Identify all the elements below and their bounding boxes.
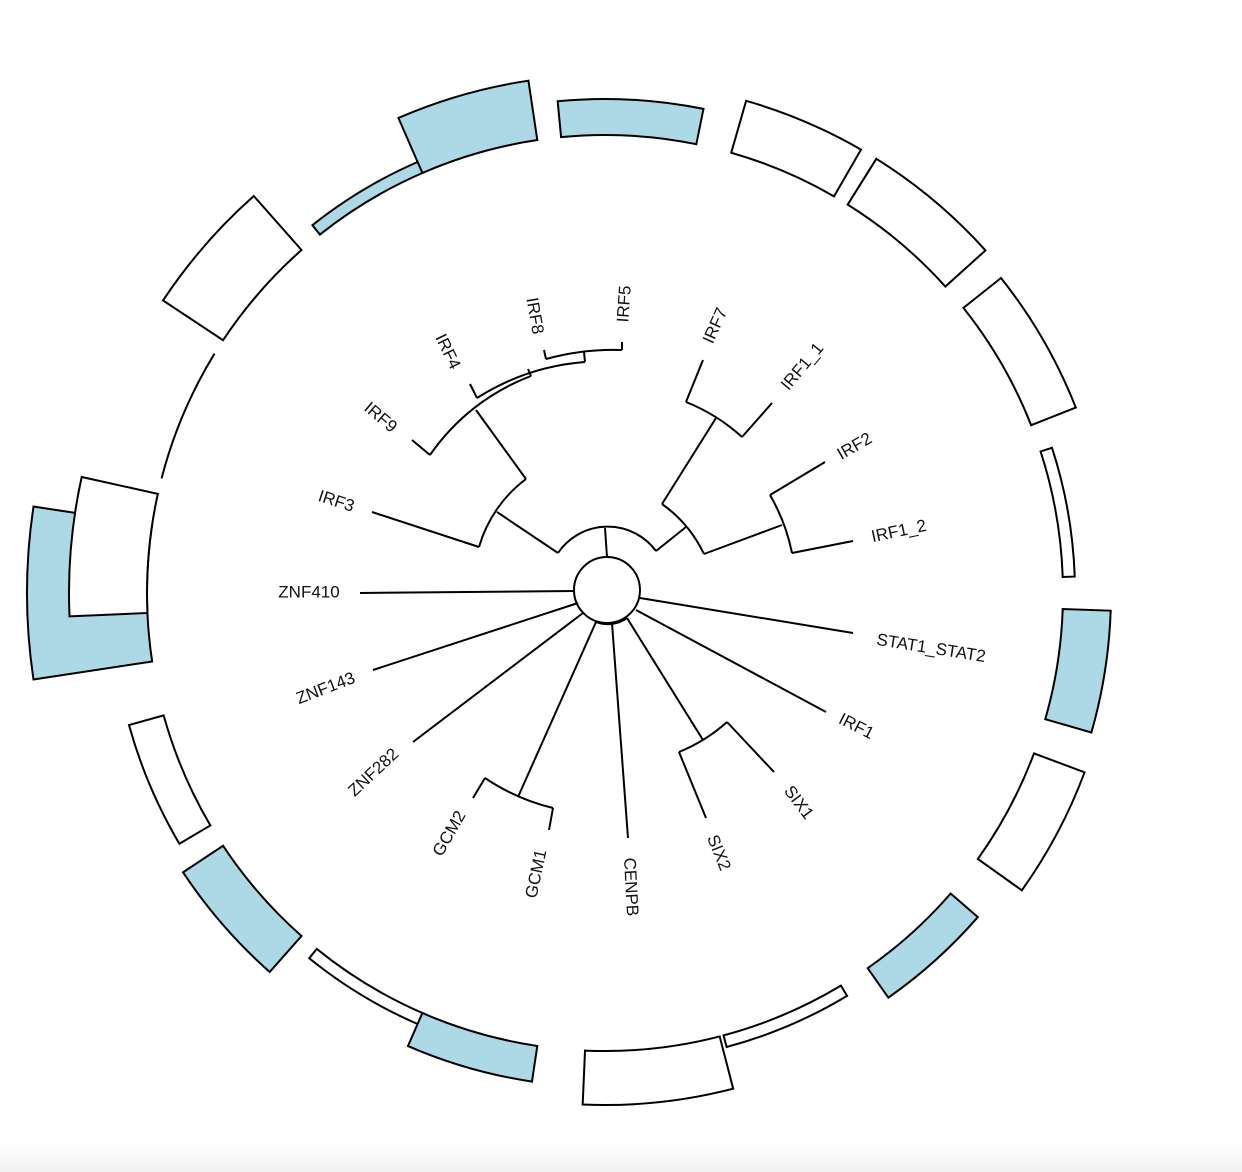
branch [475,409,527,480]
branch [472,777,486,799]
branch [517,621,597,798]
branch [527,368,532,377]
tree-branches [359,342,854,839]
branch-arc [678,721,728,753]
branch [626,617,704,741]
leaf-label-irf1-1: IRF1_1 [777,339,827,394]
branch [655,526,687,552]
leaf-label-stat1-stat2: STAT1_STAT2 [875,630,987,666]
branch [604,527,608,558]
ring-segment [1039,446,1076,579]
leaf-label-irf3: IRF3 [316,486,357,515]
ring-segment [581,1035,735,1106]
leaf-label-znf410: ZNF410 [278,582,339,601]
leaf-label-znf143: ZNF143 [294,668,358,708]
leaf-labels: ZNF410 IRF3 IRF9 IRF4 IRF8 IRF5 IRF7 IRF1_1IRF2… [278,285,987,917]
branch [639,597,854,634]
leaf-label-irf5: IRF5 [613,285,635,323]
page-bottom-band [0,1140,1242,1172]
ring-segment [307,947,428,1027]
branch [371,511,480,548]
ring-segment [1044,607,1112,734]
branch [411,439,431,456]
ring-segment [866,892,980,1000]
branch [543,349,547,360]
leaf-label-gcm2: GCM2 [429,807,470,859]
branch [685,359,704,403]
leaf-label-six1: SIX1 [780,782,817,823]
root-node [573,556,641,624]
leaf-label-gcm1: GCM1 [522,848,551,900]
leaf-label-irf8: IRF8 [522,296,547,336]
ring-segment [556,98,705,146]
branch [548,807,554,831]
ring-segment [311,160,424,236]
leaf-label-znf282: ZNF282 [344,744,402,800]
leaf-label-irf1: IRF1 [836,709,877,743]
ring-segment [846,157,987,288]
branch [496,511,559,554]
branch-arc [484,777,554,809]
branch-arc [429,375,532,456]
branch [703,524,783,555]
branch-arc [769,494,793,554]
branch-arc [661,503,705,555]
branch-arc [476,361,586,399]
ring-segment [397,79,539,175]
ring-segment [181,844,303,974]
ring-segment [160,353,216,479]
ring-segment [68,475,160,618]
branch [726,721,775,773]
branch [469,383,478,399]
outer-ring [26,79,1112,1106]
ring-segment [976,752,1086,892]
leaf-label-irf1-2: IRF1_2 [870,516,928,546]
branch [678,751,707,819]
leaf-label-irf4: IRF4 [431,331,464,372]
branch [372,602,579,671]
ring-segment [962,276,1078,427]
ring-segment [127,714,212,846]
branch-arc [545,348,623,360]
branch [741,402,773,438]
ring-segment [406,1011,539,1083]
leaf-label-irf9: IRF9 [360,398,400,436]
ring-segment [161,194,303,342]
branch [583,351,586,363]
branch-arc [595,617,628,626]
leaf-label-six2: SIX2 [703,832,734,873]
branch [769,461,826,496]
branch-arc [557,525,657,554]
ring-segment [722,984,849,1049]
branch [412,612,584,743]
ring-segment [730,99,863,198]
leaf-label-cenpb: CENPB [620,857,642,916]
branch-arc [685,401,743,438]
leaf-label-irf2: IRF2 [834,429,875,464]
leaf-label-irf7: IRF7 [699,305,731,346]
branch [661,417,717,505]
branch [635,609,827,713]
branch [359,590,575,594]
branch-arc [478,478,527,548]
branch [611,622,629,839]
branch [791,540,854,554]
